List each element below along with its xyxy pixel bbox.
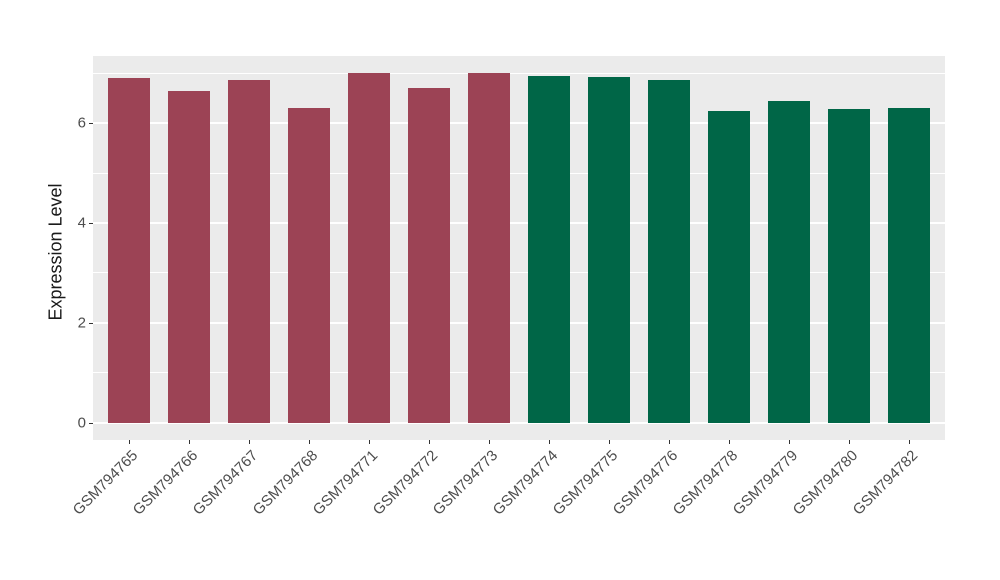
y-axis-title-text: Expression Level <box>45 183 66 321</box>
bar-GSM794767 <box>228 79 270 423</box>
x-axis-tick <box>368 440 370 444</box>
y-axis-tick-label: 4 <box>77 214 86 232</box>
bar-GSM794772 <box>408 88 450 423</box>
bar-GSM794780 <box>828 108 870 423</box>
x-axis-tick <box>248 440 250 444</box>
x-axis-tick <box>428 440 430 444</box>
x-axis-tick <box>728 440 730 444</box>
x-axis-tick <box>668 440 670 444</box>
x-axis-tick <box>608 440 610 444</box>
y-axis-tick-label: 2 <box>77 314 86 332</box>
y-axis-tick <box>89 322 93 324</box>
y-axis-tick <box>89 422 93 424</box>
bar-GSM794779 <box>768 101 810 423</box>
bar-GSM794771 <box>348 73 390 423</box>
y-axis-tick <box>89 223 93 225</box>
bar-GSM794778 <box>708 110 750 423</box>
bar-GSM794765 <box>108 78 150 423</box>
major-gridline <box>93 122 945 125</box>
x-axis-tick <box>788 440 790 444</box>
y-axis-tick <box>89 123 93 125</box>
x-axis-tick <box>548 440 550 444</box>
y-axis-tick-label: 6 <box>77 114 86 132</box>
x-axis-tick <box>188 440 190 444</box>
minor-gridline <box>93 372 945 374</box>
minor-gridline <box>93 172 945 174</box>
bar-GSM794782 <box>888 107 930 423</box>
bar-GSM794766 <box>168 90 210 423</box>
major-gridline <box>93 421 945 424</box>
bar-GSM794768 <box>288 107 330 423</box>
minor-gridline <box>93 272 945 274</box>
bar-GSM794773 <box>468 73 510 423</box>
bar-GSM794776 <box>648 79 690 423</box>
x-axis-tick <box>128 440 130 444</box>
x-axis-tick <box>488 440 490 444</box>
plot-panel <box>93 56 945 440</box>
x-axis-tick <box>848 440 850 444</box>
x-axis-tick <box>908 440 910 444</box>
major-gridline <box>93 321 945 324</box>
bar-GSM794775 <box>588 76 630 423</box>
minor-gridline <box>93 72 945 74</box>
x-axis-tick <box>308 440 310 444</box>
bar-GSM794774 <box>528 75 570 423</box>
major-gridline <box>93 222 945 225</box>
y-axis-tick-label: 0 <box>77 414 86 432</box>
